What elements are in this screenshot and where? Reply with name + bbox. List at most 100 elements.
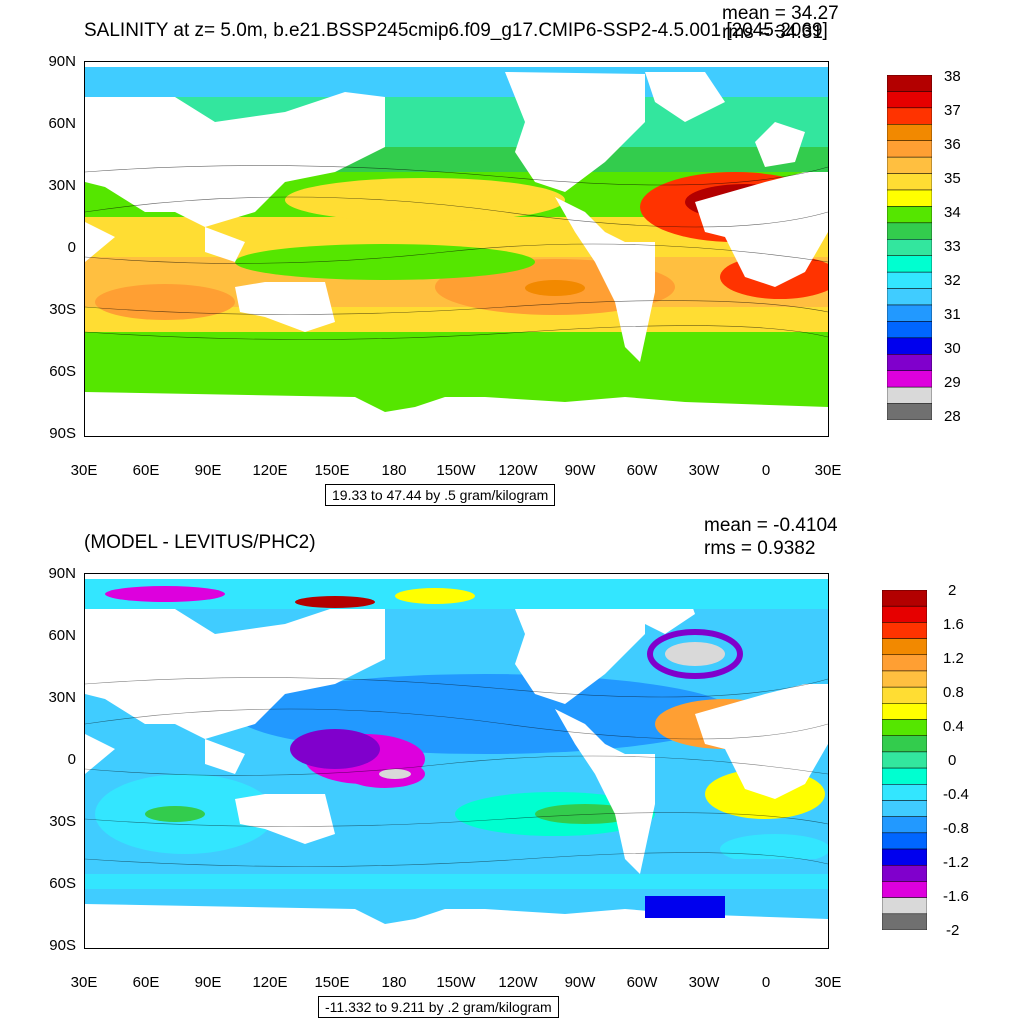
lon-tick-label: 60E xyxy=(132,462,160,479)
difference-map xyxy=(84,573,829,949)
colorbar-label: 30 xyxy=(944,340,961,357)
colorbar-swatch xyxy=(881,654,928,672)
colorbar-swatch xyxy=(886,386,933,404)
colorbar-label: 34 xyxy=(944,204,961,221)
colorbar-swatch xyxy=(881,767,928,785)
lat-tick-label: 90S xyxy=(49,937,76,954)
colorbar-swatch xyxy=(886,354,933,371)
colorbar-swatch xyxy=(886,206,933,224)
colorbar-swatch xyxy=(881,784,928,801)
lon-tick-label: 60E xyxy=(132,974,160,991)
colorbar-label: 36 xyxy=(944,136,961,153)
lon-tick-label: 30E xyxy=(70,974,98,991)
colorbar-swatch xyxy=(886,124,933,141)
colorbar-swatch xyxy=(886,140,933,158)
colorbar-label: -1.2 xyxy=(943,854,969,871)
lon-tick-label: 180 xyxy=(381,462,407,479)
lat-tick-label: 0 xyxy=(67,751,76,768)
colorbar-swatch xyxy=(886,403,933,421)
lat-tick-label: 90N xyxy=(48,53,76,70)
lon-tick-label: 120E xyxy=(252,974,288,991)
colorbar-label: 32 xyxy=(944,272,961,289)
contour-range-label: -11.332 to 9.211 by .2 gram/kilogram xyxy=(318,996,559,1018)
lon-tick-label: 0 xyxy=(761,462,771,479)
colorbar-swatch xyxy=(886,288,933,306)
colorbar-swatch xyxy=(881,622,928,639)
lon-tick-label: 180 xyxy=(381,974,407,991)
lon-tick-label: 120E xyxy=(252,462,288,479)
colorbar-swatch xyxy=(881,638,928,656)
colorbar-label: 31 xyxy=(944,306,961,323)
lat-tick-label: 90S xyxy=(49,425,76,442)
colorbar-swatch xyxy=(886,321,933,339)
colorbar-swatches xyxy=(881,589,928,931)
lon-tick-label: 150E xyxy=(314,974,350,991)
lon-tick-label: 150W xyxy=(436,974,476,991)
lat-tick-label: 30N xyxy=(48,177,76,194)
lon-tick-label: 30E xyxy=(814,974,842,991)
colorbar-swatch xyxy=(886,91,933,109)
rms-stat: rms = 0.9382 xyxy=(704,538,816,559)
colorbar-swatch xyxy=(886,156,933,174)
lon-tick-label: 120W xyxy=(498,462,538,479)
salinity-panel: SALINITY at z= 5.0m, b.e21.BSSP245cmip6.… xyxy=(48,3,961,506)
lon-tick-label: 150W xyxy=(436,462,476,479)
colorbar-label: -1.6 xyxy=(943,888,969,905)
colorbar-swatch xyxy=(886,271,933,289)
colorbar-label: -2 xyxy=(946,922,960,939)
difference-contour-map xyxy=(85,574,828,948)
colorbar-label: 33 xyxy=(944,238,961,255)
colorbar-label: 1.6 xyxy=(943,616,964,633)
lat-tick-label: 0 xyxy=(67,239,76,256)
lat-tick-label: 60N xyxy=(48,627,76,644)
lat-tick-label: 60N xyxy=(48,115,76,132)
colorbar-label: -0.4 xyxy=(943,786,969,803)
lon-tick-label: 90W xyxy=(564,462,596,479)
salinity-colorbar xyxy=(886,74,933,425)
mean-stat: mean = 34.27 xyxy=(722,3,839,24)
lon-tick-label: 60W xyxy=(626,974,658,991)
lat-tick-label: 30S xyxy=(49,813,76,830)
colorbar-label: 2 xyxy=(948,582,957,599)
colorbar-swatch xyxy=(886,337,933,355)
lon-tick-label: 30E xyxy=(70,462,98,479)
colorbar-label: 0.4 xyxy=(943,718,964,735)
salinity-map xyxy=(84,61,829,437)
rms-stat: rms = 34.31 xyxy=(722,22,823,43)
salinity-contour-map xyxy=(85,62,828,436)
colorbar-swatch xyxy=(881,848,928,866)
colorbar-swatch xyxy=(886,239,933,256)
lon-tick-label: 0 xyxy=(761,974,771,991)
lat-tick-label: 90N xyxy=(48,565,76,582)
colorbar-swatch xyxy=(881,686,928,704)
colorbar-swatch xyxy=(886,189,933,207)
lon-tick-label: 30W xyxy=(688,974,720,991)
colorbar-swatch xyxy=(881,800,928,817)
lon-tick-label: 60W xyxy=(626,462,658,479)
mean-stat: mean = -0.4104 xyxy=(704,515,838,536)
colorbar-label: 35 xyxy=(944,170,961,187)
lat-tick-label: 60S xyxy=(49,875,76,892)
colorbar-swatch xyxy=(886,74,933,92)
colorbar-label: 0.8 xyxy=(943,684,964,701)
lat-tick-label: 30S xyxy=(49,301,76,318)
colorbar-swatch xyxy=(886,370,933,388)
colorbar-swatch xyxy=(886,222,933,240)
colorbar-swatch xyxy=(881,589,928,607)
difference-panel: (MODEL - LEVITUS/PHC2) mean = -0.4104 rm… xyxy=(0,512,1024,1024)
colorbar-swatch xyxy=(881,751,928,769)
panel-title: (MODEL - LEVITUS/PHC2) xyxy=(84,532,316,553)
lat-tick-label: 60S xyxy=(49,363,76,380)
lon-tick-label: 120W xyxy=(498,974,538,991)
colorbar-swatch xyxy=(881,605,928,623)
colorbar-swatches xyxy=(886,74,933,421)
colorbar-swatch xyxy=(886,304,933,322)
colorbar-swatch xyxy=(881,719,928,736)
colorbar-label: 38 xyxy=(944,68,961,85)
lon-tick-label: 90E xyxy=(194,462,222,479)
colorbar-label: 37 xyxy=(944,102,961,119)
colorbar-swatch xyxy=(881,913,928,931)
colorbar-label: -0.8 xyxy=(943,820,969,837)
lon-tick-label: 30W xyxy=(688,462,720,479)
lon-tick-label: 30E xyxy=(814,462,842,479)
